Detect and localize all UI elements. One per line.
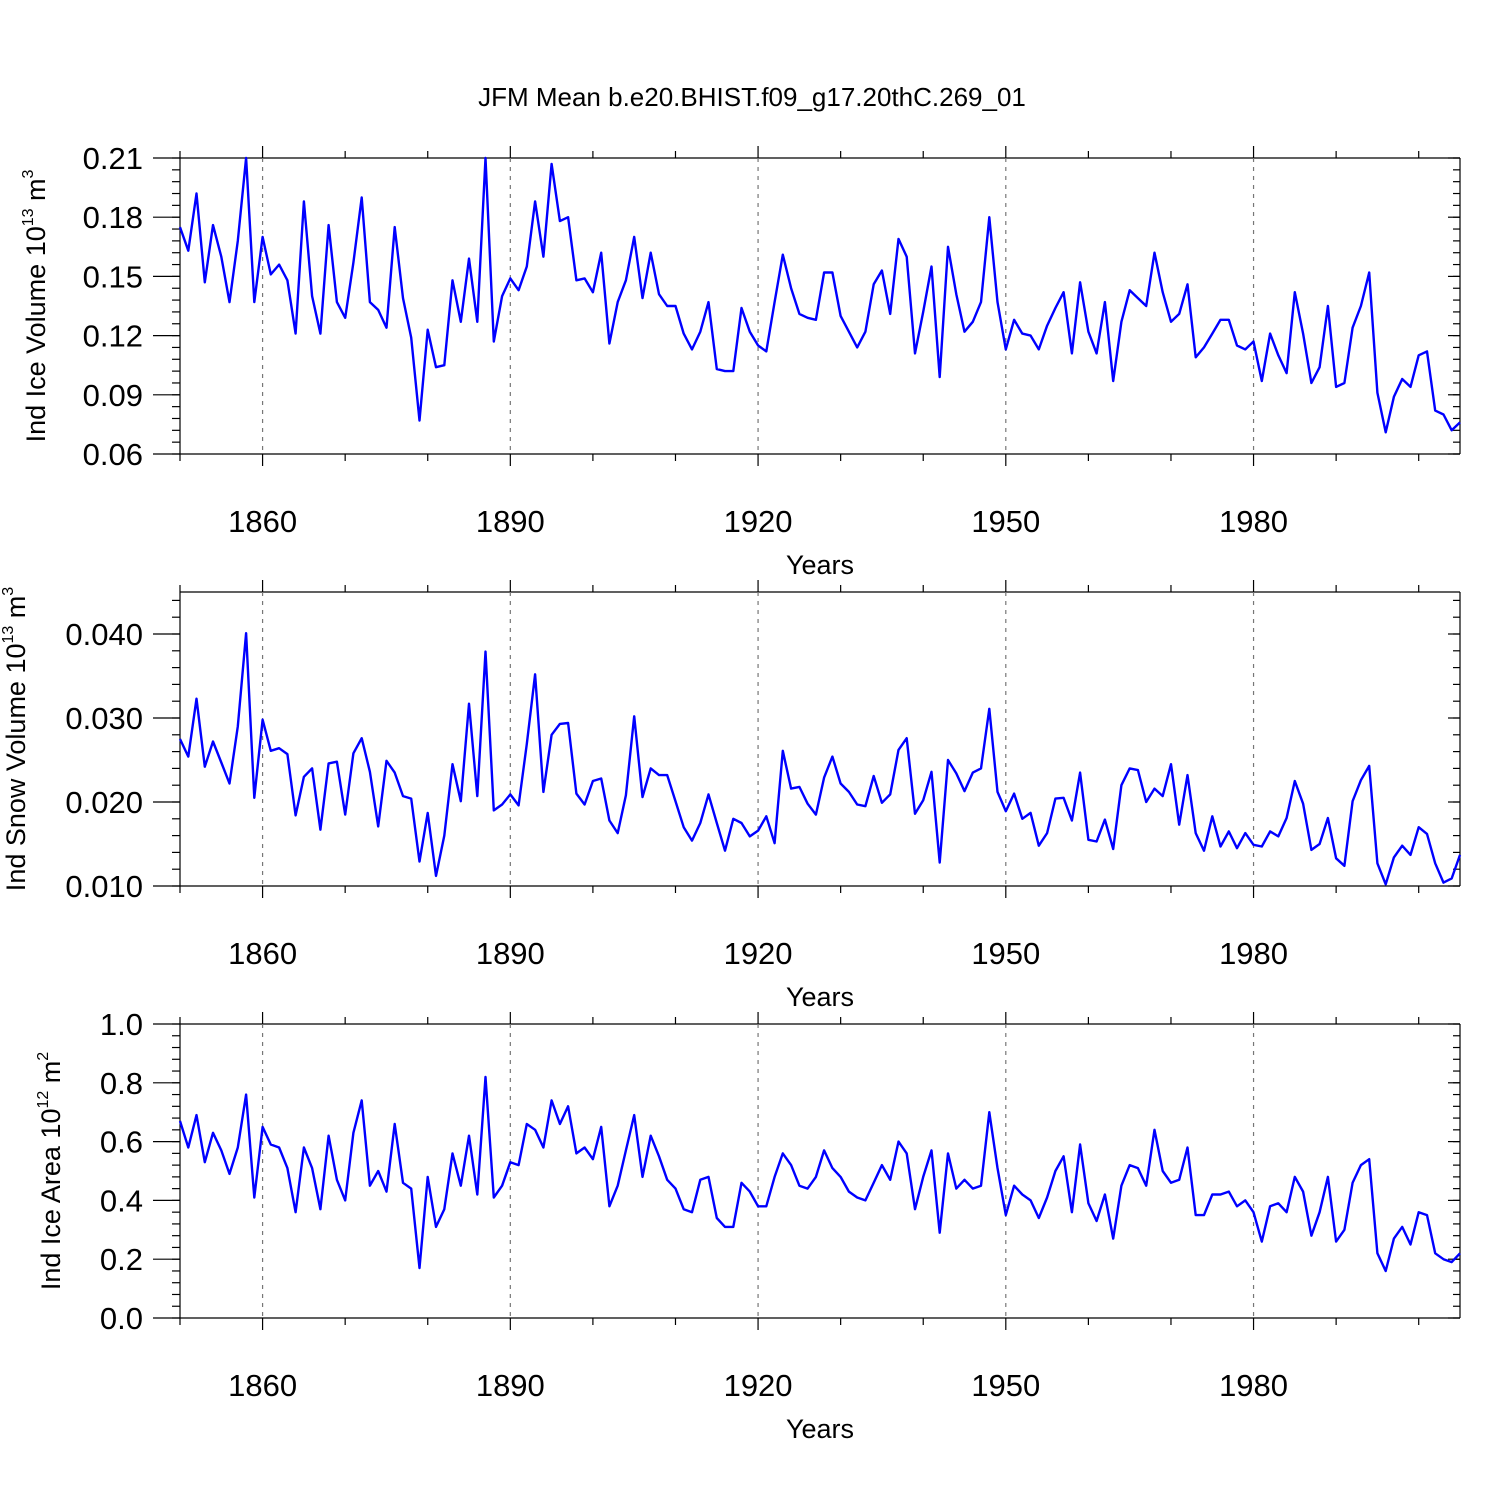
x-axis-label: Years: [786, 550, 854, 580]
y-tick-label: 1.0: [100, 1007, 143, 1042]
y-axis-label: Ind Ice Area 1012 m2: [35, 1052, 66, 1290]
series-line: [178, 632, 1462, 886]
x-axis-label: Years: [786, 982, 854, 1012]
x-tick-label: 1980: [1219, 936, 1288, 971]
x-tick-label: 1920: [724, 504, 793, 539]
x-tick-label: 1950: [971, 504, 1040, 539]
y-tick-label: 0.8: [100, 1066, 143, 1101]
x-tick-label: 1860: [228, 936, 297, 971]
y-tick-label: 0.21: [83, 141, 143, 176]
x-tick-label: 1860: [228, 504, 297, 539]
y-tick-label: 0.09: [83, 378, 143, 413]
panel-ice-area: 1860 1890 1920 1950 1980 0.0 0.2 0.4 0.6 0.8 1.0 Ye…: [35, 1007, 1461, 1444]
series-line: [178, 1075, 1461, 1273]
y-tick-label: 0.06: [83, 437, 143, 472]
y-tick-label: 0.0: [100, 1301, 143, 1336]
y-tick-label: 0.010: [65, 869, 143, 904]
x-tick-label: 1860: [228, 1368, 297, 1403]
chart-title: JFM Mean b.e20.BHIST.f09_g17.20thC.269_0…: [478, 82, 1026, 112]
y-tick-label: 0.18: [83, 200, 143, 235]
y-tick-label: 0.4: [100, 1183, 143, 1218]
x-tick-label: 1980: [1219, 1368, 1288, 1403]
y-axis-label: Ind Ice Volume 1013 m3: [20, 169, 51, 442]
y-tick-label: 0.030: [65, 701, 143, 736]
x-tick-label: 1920: [724, 936, 793, 971]
x-tick-label: 1890: [476, 936, 545, 971]
y-tick-label: 0.040: [65, 617, 143, 652]
x-tick-label: 1950: [971, 936, 1040, 971]
y-tick-label: 0.020: [65, 785, 143, 820]
x-tick-label: 1890: [476, 504, 545, 539]
x-axis-label: Years: [786, 1414, 854, 1444]
y-tick-label: 0.12: [83, 319, 143, 354]
x-tick-label: 1890: [476, 1368, 545, 1403]
x-tick-label: 1920: [724, 1368, 793, 1403]
x-tick-label: 1980: [1219, 504, 1288, 539]
series-line: [178, 156, 1461, 434]
y-tick-label: 0.2: [100, 1242, 143, 1277]
x-tick-label: 1950: [971, 1368, 1040, 1403]
panel-ice-volume: 1860 1890 1920 1950 1980 0.06 0.09 0.12 0.15 0.18…: [20, 141, 1461, 580]
y-axis-label: Ind Snow Volume 1013 m3: [0, 587, 31, 891]
y-tick-label: 0.6: [100, 1125, 143, 1160]
panel-snow-volume: 1860 1890 1920 1950 1980 0.010 0.020 0.030 0.040…: [0, 580, 1462, 1012]
y-tick-label: 0.15: [83, 259, 143, 294]
